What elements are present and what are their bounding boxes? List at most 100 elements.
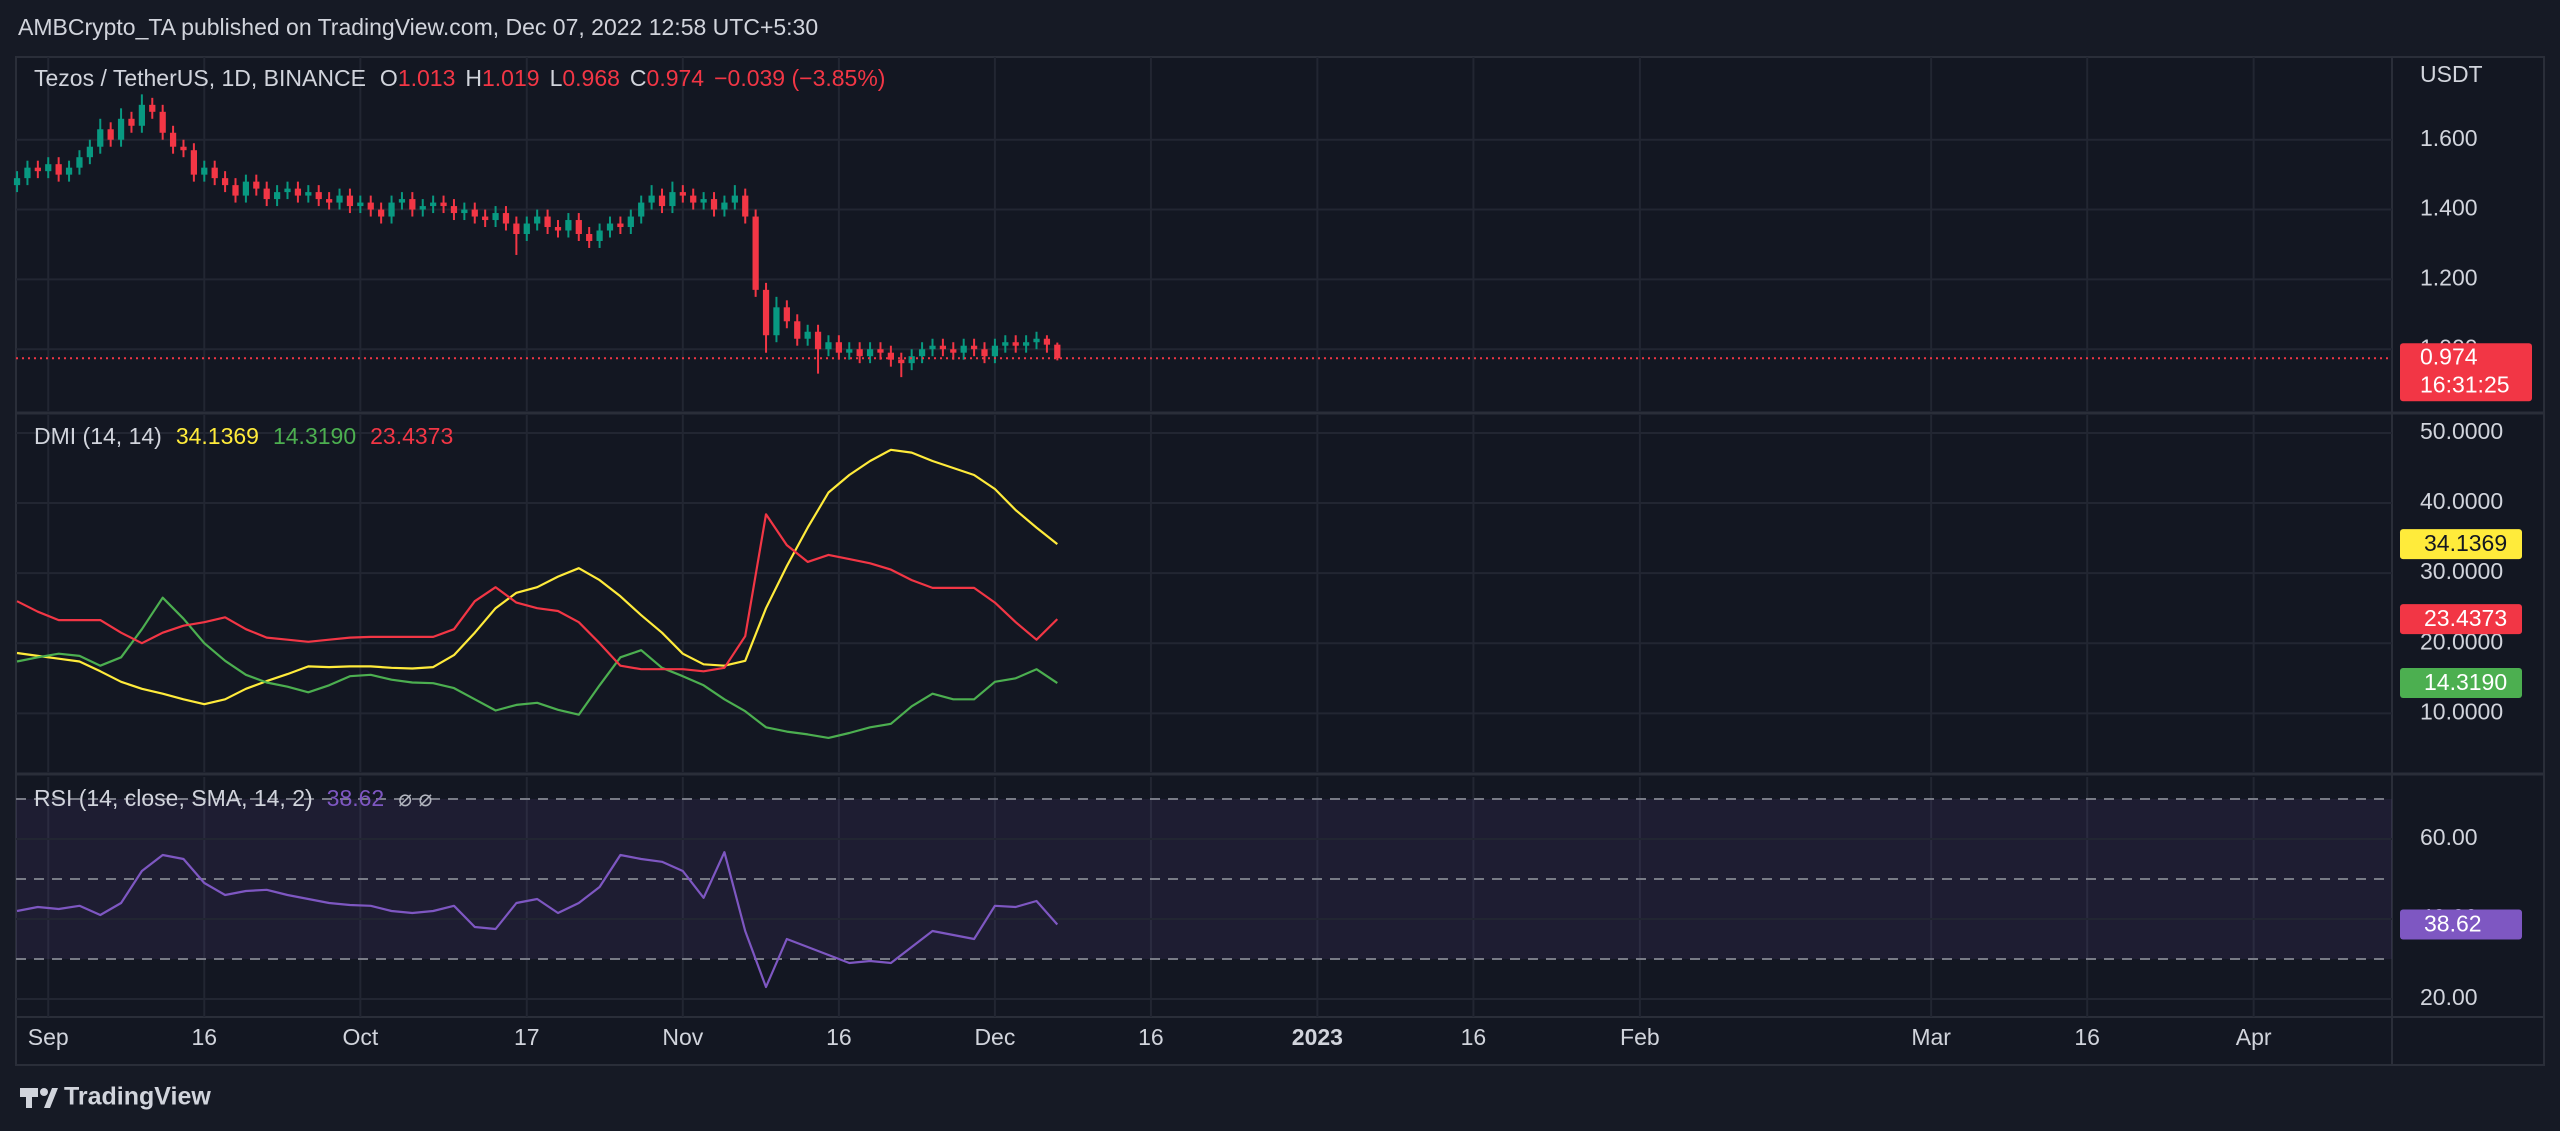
x-tick-label: 16: [1138, 1024, 1164, 1050]
legend-title: RSI (14, close, SMA, 14, 2): [34, 785, 313, 811]
candle-body: [814, 331, 822, 350]
candle-body: [700, 199, 707, 203]
candle-body: [575, 220, 582, 234]
x-tick-label: Dec: [974, 1024, 1015, 1050]
candle-body: [180, 146, 187, 151]
candle-body: [253, 181, 260, 189]
legend-key: O: [380, 65, 398, 91]
candle-body: [471, 209, 478, 217]
candle-body: [1002, 342, 1009, 346]
candle-body: [482, 216, 489, 221]
value-tag: [2400, 909, 2522, 940]
candle-body: [409, 199, 416, 210]
candle-body: [107, 129, 114, 140]
legend-key: L: [550, 65, 563, 91]
chart-frame: [15, 56, 2545, 1066]
x-tick-label: 16: [191, 1024, 217, 1050]
candle-body: [762, 289, 770, 336]
candle-body: [76, 157, 83, 168]
candle-body: [398, 199, 406, 203]
candle-body: [679, 192, 686, 196]
candle-body: [294, 188, 302, 196]
legend: RSI (14, close, SMA, 14, 2) 38.62 ⌀ ⌀: [34, 785, 432, 811]
value-tag: [2400, 529, 2522, 560]
publisher: AMBCrypto_TA published on TradingView.co…: [18, 14, 818, 40]
candle-body: [908, 356, 915, 364]
legend-key: C: [630, 65, 647, 91]
legend-title: Tezos / TetherUS, 1D, BINANCE: [34, 65, 366, 91]
series-line: [16, 851, 1059, 989]
candle-body: [554, 227, 562, 231]
legend-value: 0.974: [647, 65, 705, 91]
legend-change: −0.039 (−3.85%): [714, 65, 885, 91]
value-tag-label: 34.1369: [2424, 530, 2507, 556]
candle-body: [627, 216, 634, 228]
candle-body: [55, 164, 62, 175]
candle-body: [201, 167, 208, 175]
candle-body: [783, 307, 790, 322]
candle-body: [970, 345, 978, 350]
series-line: [16, 448, 1058, 706]
candle-body: [846, 349, 853, 353]
y-tick-label: 20.00: [2420, 984, 2478, 1010]
candle-body: [690, 195, 697, 203]
candle-body: [731, 195, 738, 203]
y-tick-label: 1.400: [2420, 195, 2478, 221]
legend: DMI (14, 14) 34.1369 14.3190 23.4373: [34, 423, 453, 449]
candle-body: [211, 167, 218, 179]
candle-body: [284, 188, 291, 193]
candle-body: [492, 213, 499, 221]
axis-unit: USDT: [2420, 61, 2483, 87]
candle-body: [367, 202, 374, 210]
x-tick-label: 16: [826, 1024, 852, 1050]
x-tick-label: 16: [2074, 1024, 2100, 1050]
candle-body: [34, 167, 41, 172]
legend-icons: ⌀ ⌀: [398, 785, 432, 811]
y-tick-label: 40.0000: [2420, 488, 2503, 514]
candle-body: [835, 342, 842, 353]
y-tick-label: 60.00: [2420, 824, 2478, 850]
value-tag: [2400, 604, 2522, 635]
candle-body: [13, 178, 21, 186]
candle-body: [950, 349, 957, 353]
series-line: [16, 513, 1059, 673]
candle-body: [378, 209, 385, 217]
value-tag-label: 23.4373: [2424, 605, 2507, 631]
value-tag: [2400, 668, 2522, 699]
value-tag-label: 14.3190: [2424, 669, 2507, 695]
candle-body: [242, 181, 250, 196]
candle-body: [534, 216, 541, 224]
candle-body: [773, 307, 780, 336]
candle-body: [565, 220, 572, 231]
candle-body: [232, 185, 239, 196]
x-tick-label: Nov: [662, 1024, 703, 1050]
candle-body: [752, 216, 759, 290]
candle-body: [544, 216, 551, 228]
candle-body: [877, 349, 884, 353]
candle-body: [638, 202, 645, 217]
legend-value: 1.019: [482, 65, 540, 91]
candle-body: [606, 223, 614, 231]
candle-body: [419, 206, 426, 210]
candle-body: [596, 230, 603, 241]
candle-body: [450, 206, 458, 214]
candle-body: [190, 150, 198, 175]
candle-body: [430, 202, 437, 207]
candle-body: [357, 202, 364, 207]
value-tag-label: 38.62: [2424, 911, 2482, 937]
candle-body: [1043, 338, 1051, 345]
legend-value: 38.62: [327, 785, 385, 811]
legend: Tezos / TetherUS, 1D, BINANCE O1.013 H1.01…: [34, 65, 885, 91]
candle-body: [159, 111, 166, 133]
candle-body: [918, 349, 926, 357]
x-tick-label: 2023: [1292, 1024, 1343, 1050]
candle-body: [502, 213, 510, 224]
candle-body: [742, 195, 749, 217]
candle-body: [991, 345, 999, 357]
candle-body: [617, 223, 624, 228]
candle-body: [149, 104, 156, 112]
x-tick-label: Oct: [342, 1024, 378, 1050]
candle-body: [263, 188, 270, 200]
